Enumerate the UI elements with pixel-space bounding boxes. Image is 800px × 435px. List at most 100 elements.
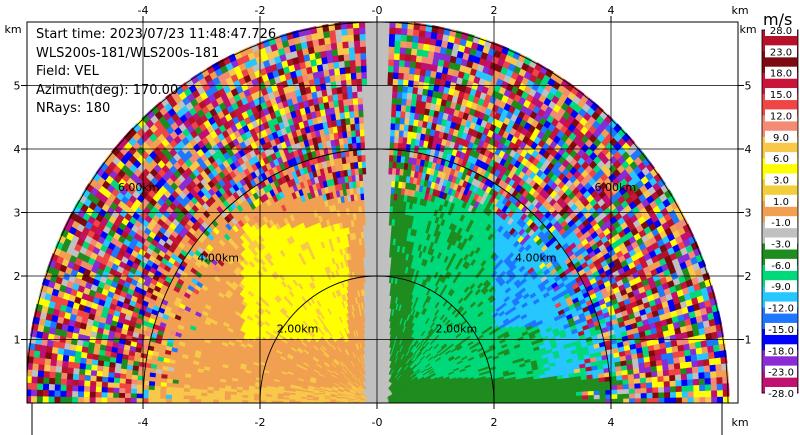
field-cell: [616, 379, 624, 386]
field-cell: [651, 381, 659, 388]
field-cell: [414, 61, 422, 69]
field-cell: [699, 390, 706, 398]
field-cell: [628, 392, 636, 399]
field-cell: [564, 391, 571, 397]
field-cell: [713, 350, 722, 359]
field-cell: [702, 358, 711, 367]
field-cell: [611, 398, 618, 403]
field-cell: [669, 391, 677, 398]
field-cell: [686, 372, 694, 380]
field-cell: [646, 397, 654, 403]
field-cell: [564, 398, 572, 403]
field-cell: [593, 389, 601, 396]
field-cell: [623, 393, 630, 399]
field-cell: [421, 49, 429, 58]
field-cell: [686, 378, 694, 386]
field-cell: [692, 378, 700, 386]
field-cell: [593, 398, 601, 403]
field-cell: [692, 372, 700, 380]
field-cell: [646, 386, 654, 394]
field-cell: [413, 67, 421, 76]
field-cell: [663, 385, 671, 393]
field-cell: [657, 380, 665, 388]
field-cell: [413, 73, 420, 82]
field-cell: [711, 389, 718, 398]
field-cell: [570, 391, 577, 397]
field-cell: [652, 386, 659, 393]
field-cell: [599, 398, 607, 403]
field-cell: [656, 364, 664, 372]
field-cell: [691, 366, 699, 374]
field-cell: [705, 389, 712, 398]
field-cell: [599, 389, 607, 395]
field-cell: [652, 397, 660, 403]
field-cell: [681, 396, 689, 403]
field-cell: [558, 399, 566, 403]
field-cell: [424, 30, 432, 39]
field-cell: [709, 370, 717, 379]
field-cell: [716, 376, 724, 385]
field-cell: [634, 392, 642, 399]
field-cell: [587, 390, 595, 396]
field-cell: [593, 394, 601, 400]
field-cell: [681, 390, 689, 398]
field-cell: [658, 391, 665, 399]
field-cell: [704, 377, 712, 385]
field-cell: [639, 377, 647, 384]
field-cell: [587, 386, 595, 392]
field-cell: [416, 42, 424, 51]
field-cell: [698, 377, 706, 386]
field-cell: [680, 367, 688, 375]
field-cell: [599, 393, 607, 400]
field-cell: [675, 385, 683, 393]
field-cell: [708, 357, 716, 366]
field-cell: [616, 388, 624, 395]
field-cell: [680, 373, 688, 381]
field-cell: [687, 396, 695, 403]
field-cell: [675, 379, 683, 387]
field-cell: [698, 371, 706, 379]
field-cell: [645, 376, 653, 383]
field-cell: [705, 396, 712, 403]
field-cell: [581, 386, 589, 392]
velocity-field: [27, 22, 730, 403]
field-cell: [715, 363, 723, 372]
field-cell: [658, 397, 665, 403]
field-cell: [669, 374, 676, 382]
field-cell: [629, 397, 636, 403]
field-cell: [670, 396, 677, 403]
field-cell: [576, 394, 583, 400]
field-cell: [628, 387, 636, 394]
field-cell: [687, 384, 695, 392]
field-cell: [540, 396, 548, 401]
field-cell: [664, 391, 671, 398]
field-cell: [702, 352, 710, 360]
field-cell: [693, 384, 700, 392]
field-cell: [581, 394, 589, 400]
field-cell: [599, 385, 606, 391]
field-cell: [633, 377, 641, 384]
field-cell: [652, 391, 660, 399]
field-cell: [663, 380, 671, 388]
field-cell: [714, 356, 722, 365]
field-cell: [693, 396, 701, 403]
field-cell: [617, 397, 624, 403]
field-cell: [703, 364, 711, 373]
field-cell: [657, 375, 665, 383]
field-cell: [716, 382, 724, 391]
field-cell: [587, 398, 595, 403]
field-cell: [634, 387, 642, 394]
field-cell: [570, 398, 577, 403]
field-cell: [628, 383, 636, 390]
field-cell: [634, 397, 642, 403]
field-cell: [668, 368, 676, 376]
field-cell: [693, 390, 701, 398]
field-cell: [640, 392, 648, 399]
field-cell: [657, 386, 665, 393]
field-cell: [622, 383, 630, 390]
field-cell: [610, 384, 618, 391]
field-cell: [679, 361, 687, 369]
field-cell: [681, 379, 689, 387]
field-cell: [711, 396, 718, 403]
field-cell: [681, 384, 689, 392]
